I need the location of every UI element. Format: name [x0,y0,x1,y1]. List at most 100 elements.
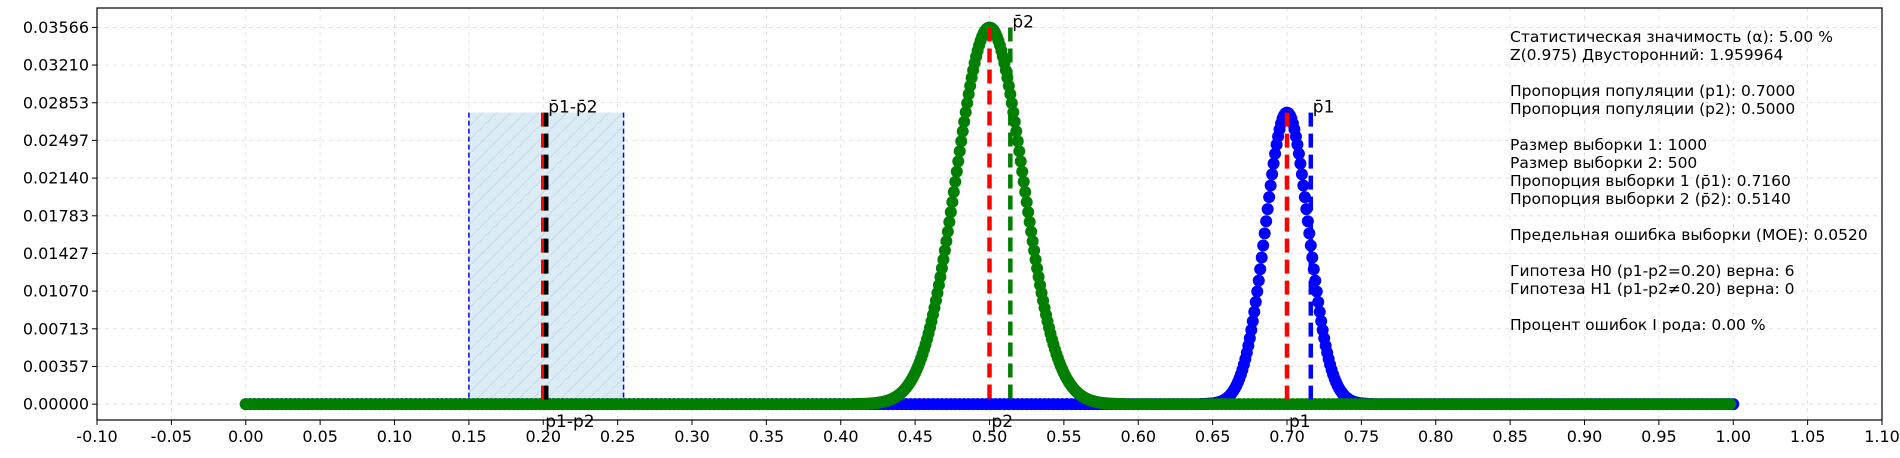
interval-hatch [499,279,624,405]
data-point [1254,263,1267,276]
x-tick-label: 0.20 [525,427,561,446]
annotation-labels: p1 p̄1 p2 p̄2 p1-p2 p̄1-p̄2 [545,12,1334,431]
y-tick-label: 0.01427 [23,244,89,263]
data-point [1297,179,1310,192]
interval-hatch [468,112,540,183]
interval-hatch [468,139,624,295]
annotation-label: p1 [1289,412,1311,432]
data-point [1026,235,1039,248]
x-tick-label: 0.05 [302,427,338,446]
info-line: Z(0.975) Двусторонний: 1.959964 [1510,46,1783,64]
y-tick-label: 0.03566 [23,18,89,37]
info-line: Гипотеза H0 (p1-p2=0.20) верна: 6 [1510,262,1795,280]
data-point [1269,147,1282,160]
data-point [1291,138,1304,151]
series-1 [239,21,1737,411]
data-point [959,106,972,119]
data-point [1022,206,1035,219]
x-tick-label: 0.45 [897,427,933,446]
info-line: Предельная ошибка выборки (MOE): 0.0520 [1510,226,1868,244]
data-point [1248,305,1261,318]
data-point [1019,185,1032,198]
data-point [1023,215,1036,228]
x-tick-label: 0.15 [451,427,487,446]
data-point [1251,285,1264,298]
data-point [1312,295,1325,308]
interval-hatch [569,349,624,405]
data-point [1011,135,1024,148]
interval-hatch [468,112,568,211]
info-line: Гипотеза H1 (p1-p2≠0.20) верна: 0 [1510,280,1795,298]
data-point [944,206,957,219]
data-point [1264,179,1277,192]
data-point [1020,196,1033,209]
data-point [1310,285,1323,298]
x-tick-label: 0.00 [228,427,264,446]
data-point [1257,239,1270,252]
data-point [1010,125,1023,138]
x-tick-label: 0.75 [1344,427,1380,446]
annotation-label: p1-p2 [545,412,594,432]
data-point [1028,244,1041,257]
interval-hatch [468,181,624,337]
data-point [943,215,956,228]
x-tick-label: 0.40 [823,427,859,446]
interval-hatch [513,293,624,405]
data-point [956,125,969,138]
data-point [953,145,966,158]
data-point [946,196,959,209]
info-line: Размер выборки 1: 1000 [1510,136,1707,154]
y-tick-label: 0.00000 [23,395,89,414]
data-point [1260,215,1273,228]
data-point [1261,203,1274,216]
data-point [1263,191,1276,204]
y-tick-label: 0.02140 [23,169,89,188]
x-tick-label: 0.35 [749,427,785,446]
x-tick-label: 0.10 [377,427,413,446]
data-point [1013,145,1026,158]
data-point [955,135,968,148]
y-tick-label: 0.01070 [23,282,89,301]
data-point [1313,305,1326,318]
y-tick-label: 0.03210 [23,56,89,75]
data-point [1258,227,1271,240]
interval-hatch [468,112,526,169]
annotation-label: p̄1-p̄2 [548,98,597,118]
info-line: Статистическая значимость (α): 5.00 % [1510,28,1833,46]
x-tick-label: 0.65 [1195,427,1231,446]
data-point [941,225,954,238]
info-line: Пропорция выборки 2 (p̄2): 0.5140 [1510,190,1791,208]
data-point [1017,175,1030,188]
data-point [1292,147,1305,160]
interval-hatch [541,321,624,405]
data-point [1298,191,1311,204]
data-point [940,235,953,248]
data-point [950,165,963,178]
data-point [1249,295,1262,308]
info-panel: Статистическая значимость (α): 5.00 %Z(0… [1510,28,1868,334]
x-tick-label: -0.05 [151,427,192,446]
data-point [938,244,951,257]
y-tick-label: 0.02853 [23,93,89,112]
y-tick-label: 0.01783 [23,206,89,225]
y-tick-label: 0.00713 [23,319,89,338]
info-line: Пропорция популяции (p1): 0.7000 [1510,82,1795,100]
interval-hatch [468,112,596,239]
interval-hatch [468,112,554,197]
annotation-label: p2 [992,412,1014,432]
x-axis: -0.10 -0.05 0.00 0.05 0.10 0.15 0.20 0.25 0.30 0.… [76,420,1900,446]
reference-lines [541,27,1314,405]
data-point [952,155,965,168]
data-point [1255,251,1268,264]
data-point [1014,155,1027,168]
x-tick-label: 0.30 [674,427,710,446]
data-point [1267,157,1280,170]
interval-hatch [468,112,498,141]
info-line: Размер выборки 2: 500 [1510,154,1697,172]
x-tick-label: 0.85 [1492,427,1528,446]
data-point [1246,315,1259,328]
annotation-label: p̄1 [1313,98,1335,118]
x-tick-label: 0.25 [600,427,636,446]
interval-hatch [468,112,484,127]
